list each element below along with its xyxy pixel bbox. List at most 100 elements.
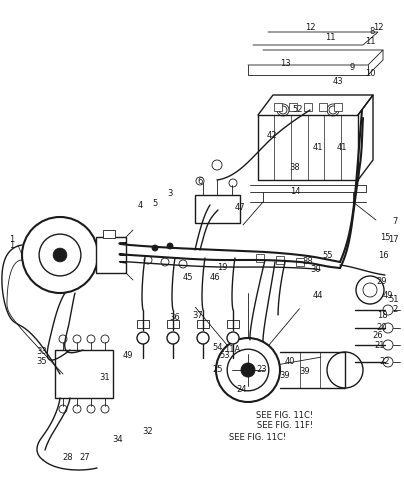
Text: 49: 49 (123, 350, 133, 360)
Circle shape (327, 104, 339, 116)
Circle shape (383, 340, 393, 350)
Circle shape (227, 332, 239, 344)
Bar (274, 103, 282, 111)
Text: 41: 41 (313, 144, 323, 152)
Text: 20: 20 (377, 324, 387, 332)
Text: 26: 26 (372, 330, 383, 340)
Bar (96, 237, 126, 273)
Bar (197, 320, 209, 328)
Circle shape (87, 405, 95, 413)
Text: 21: 21 (375, 340, 385, 349)
Circle shape (212, 160, 222, 170)
Text: 1: 1 (9, 240, 15, 250)
Circle shape (277, 104, 289, 116)
Circle shape (167, 243, 173, 249)
Circle shape (22, 217, 98, 293)
Text: 49: 49 (383, 290, 393, 300)
Bar (227, 320, 239, 328)
Text: 10: 10 (365, 68, 375, 78)
Text: 15: 15 (380, 234, 390, 242)
Circle shape (73, 405, 81, 413)
Text: SEE FIG. 11F!: SEE FIG. 11F! (257, 420, 313, 430)
Bar (137, 320, 149, 328)
Text: 40: 40 (285, 358, 295, 366)
Bar (55, 350, 113, 398)
Text: 2: 2 (392, 306, 398, 314)
Circle shape (137, 332, 149, 344)
Text: 45: 45 (183, 274, 193, 282)
Circle shape (383, 323, 393, 333)
Text: 34: 34 (113, 436, 123, 444)
Text: 33: 33 (37, 348, 47, 356)
Text: 4: 4 (137, 200, 143, 209)
Text: 7: 7 (392, 218, 398, 226)
Text: 44: 44 (313, 290, 323, 300)
Circle shape (53, 248, 67, 262)
Text: 38: 38 (303, 258, 314, 266)
Text: 12: 12 (373, 24, 383, 32)
Text: 24: 24 (237, 386, 247, 394)
Circle shape (167, 332, 179, 344)
Bar (296, 258, 304, 266)
Text: 29: 29 (377, 278, 387, 286)
Text: 11A: 11A (224, 346, 240, 354)
Text: 43: 43 (332, 78, 343, 86)
Circle shape (152, 245, 158, 251)
Text: 23: 23 (257, 366, 267, 374)
Circle shape (241, 363, 255, 377)
Bar (319, 103, 327, 111)
Bar (304, 103, 312, 111)
Circle shape (161, 258, 169, 266)
Circle shape (101, 405, 109, 413)
Text: 39: 39 (300, 368, 310, 376)
Text: 32: 32 (143, 428, 153, 436)
Text: 35: 35 (37, 358, 47, 366)
Circle shape (87, 335, 95, 343)
Text: 9: 9 (349, 64, 355, 72)
Bar (195, 195, 240, 223)
Text: SEE FIG. 11C!: SEE FIG. 11C! (257, 410, 314, 420)
Circle shape (383, 357, 393, 367)
Circle shape (216, 338, 280, 402)
Text: 1: 1 (9, 236, 15, 244)
Text: 51: 51 (389, 296, 399, 304)
Text: 53: 53 (220, 350, 230, 360)
Bar (103, 230, 115, 238)
Text: 18: 18 (377, 310, 387, 320)
Text: 6: 6 (197, 178, 203, 186)
Circle shape (144, 256, 152, 264)
Circle shape (356, 276, 384, 304)
Text: 27: 27 (80, 454, 90, 462)
Text: 13: 13 (280, 58, 290, 68)
Text: 8: 8 (369, 28, 375, 36)
Circle shape (196, 177, 204, 185)
Text: 42: 42 (267, 130, 277, 140)
Circle shape (383, 305, 393, 315)
Bar (256, 254, 264, 262)
Text: 12: 12 (305, 24, 315, 32)
Bar (334, 103, 342, 111)
Circle shape (101, 335, 109, 343)
Circle shape (73, 335, 81, 343)
Text: 30: 30 (311, 266, 321, 274)
Bar (167, 320, 179, 328)
Circle shape (363, 283, 377, 297)
Circle shape (229, 179, 237, 187)
Circle shape (227, 349, 269, 391)
Circle shape (39, 234, 81, 276)
Bar (289, 103, 297, 111)
Text: SEE FIG. 11C!: SEE FIG. 11C! (229, 434, 286, 442)
Text: 36: 36 (170, 314, 180, 322)
Text: 37: 37 (193, 310, 203, 320)
Text: 19: 19 (217, 264, 227, 272)
Circle shape (179, 260, 187, 268)
Text: 11: 11 (365, 38, 375, 46)
Text: 55: 55 (323, 250, 333, 260)
Text: 3: 3 (167, 188, 173, 198)
Text: 25: 25 (213, 366, 223, 374)
Text: 5: 5 (152, 198, 158, 207)
Text: 41: 41 (337, 144, 347, 152)
Circle shape (197, 332, 209, 344)
Circle shape (279, 106, 287, 114)
Circle shape (327, 352, 363, 388)
